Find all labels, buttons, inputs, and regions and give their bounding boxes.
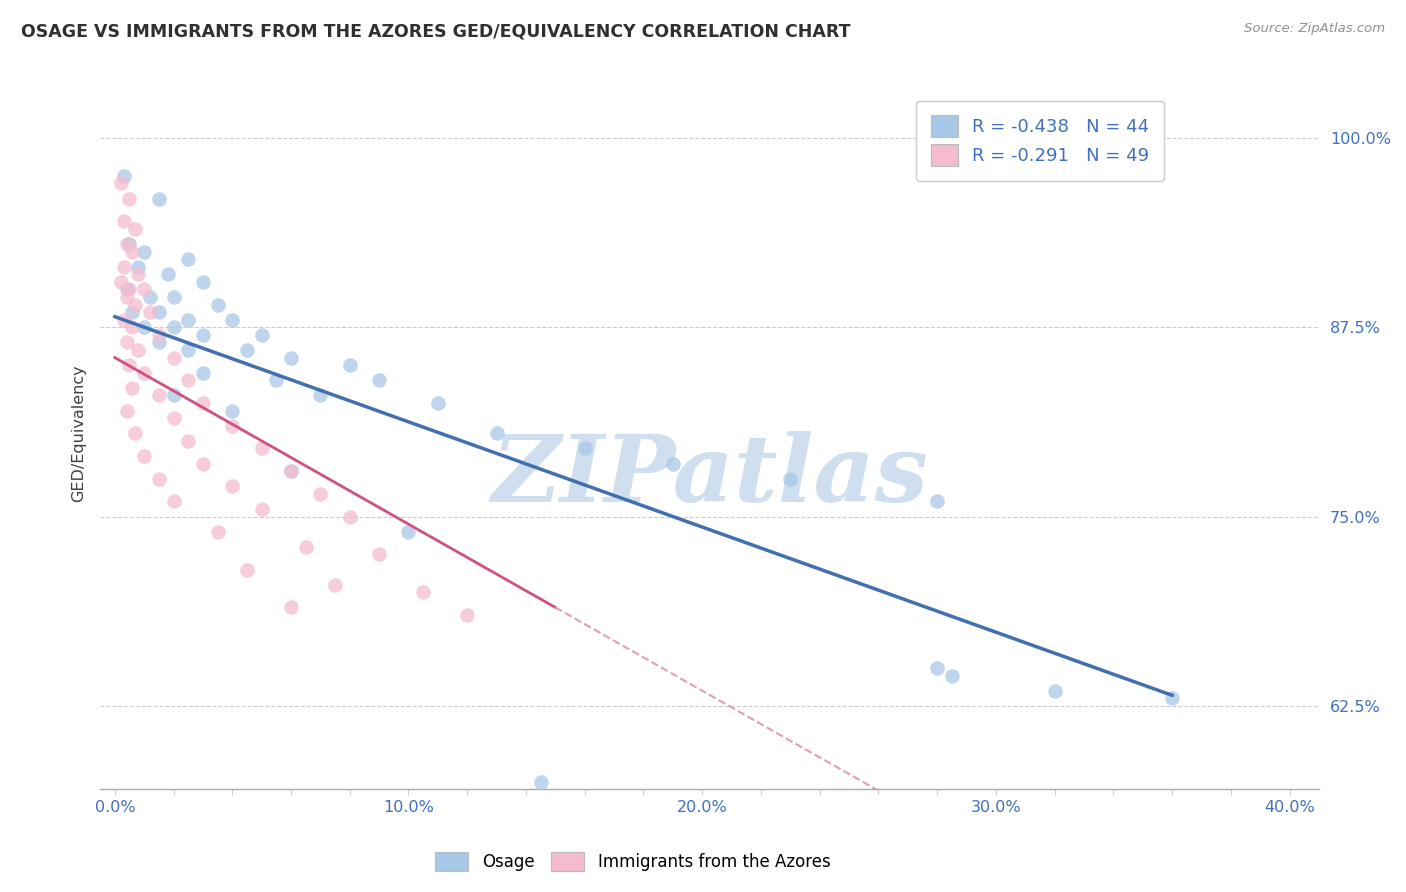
- Point: [177, 343, 200, 357]
- Text: ZIPatlas: ZIPatlas: [491, 431, 928, 521]
- Point: [148, 388, 170, 402]
- Point: [779, 472, 801, 486]
- Point: [266, 373, 288, 387]
- Point: [574, 442, 596, 456]
- Point: [456, 607, 478, 622]
- Point: [309, 388, 332, 402]
- Point: [121, 320, 143, 334]
- Point: [927, 494, 949, 508]
- Point: [148, 472, 170, 486]
- Point: [112, 312, 135, 326]
- Point: [1161, 691, 1184, 706]
- Point: [162, 351, 184, 365]
- Point: [127, 268, 149, 282]
- Point: [148, 192, 170, 206]
- Point: [110, 275, 132, 289]
- Point: [339, 358, 361, 372]
- Point: [530, 774, 553, 789]
- Point: [177, 434, 200, 448]
- Point: [294, 540, 316, 554]
- Point: [221, 418, 243, 433]
- Point: [162, 320, 184, 334]
- Y-axis label: GED/Equivalency: GED/Equivalency: [72, 365, 86, 502]
- Point: [191, 327, 214, 342]
- Point: [280, 464, 302, 478]
- Point: [250, 327, 273, 342]
- Point: [134, 320, 156, 334]
- Point: [368, 548, 391, 562]
- Point: [221, 312, 243, 326]
- Point: [134, 366, 156, 380]
- Point: [236, 343, 259, 357]
- Point: [115, 403, 138, 417]
- Point: [134, 282, 156, 296]
- Point: [426, 396, 449, 410]
- Point: [112, 214, 135, 228]
- Point: [121, 305, 143, 319]
- Point: [127, 343, 149, 357]
- Text: OSAGE VS IMMIGRANTS FROM THE AZORES GED/EQUIVALENCY CORRELATION CHART: OSAGE VS IMMIGRANTS FROM THE AZORES GED/…: [21, 22, 851, 40]
- Point: [177, 373, 200, 387]
- Point: [148, 305, 170, 319]
- Legend: R = -0.438   N = 44, R = -0.291   N = 49: R = -0.438 N = 44, R = -0.291 N = 49: [917, 101, 1164, 181]
- Point: [134, 449, 156, 463]
- Point: [112, 169, 135, 183]
- Point: [309, 487, 332, 501]
- Point: [927, 661, 949, 675]
- Point: [941, 668, 963, 682]
- Point: [191, 275, 214, 289]
- Point: [156, 268, 179, 282]
- Point: [118, 192, 141, 206]
- Point: [162, 290, 184, 304]
- Point: [124, 297, 146, 311]
- Point: [323, 578, 346, 592]
- Point: [162, 494, 184, 508]
- Point: [121, 244, 143, 259]
- Point: [207, 297, 229, 311]
- Point: [115, 282, 138, 296]
- Point: [115, 290, 138, 304]
- Point: [191, 366, 214, 380]
- Text: Source: ZipAtlas.com: Source: ZipAtlas.com: [1244, 22, 1385, 36]
- Point: [280, 600, 302, 615]
- Point: [207, 524, 229, 539]
- Point: [412, 585, 434, 599]
- Point: [280, 464, 302, 478]
- Point: [662, 457, 685, 471]
- Point: [118, 358, 141, 372]
- Point: [148, 327, 170, 342]
- Point: [221, 479, 243, 493]
- Point: [250, 502, 273, 516]
- Point: [280, 351, 302, 365]
- Point: [139, 305, 162, 319]
- Point: [177, 252, 200, 267]
- Point: [368, 373, 391, 387]
- Point: [121, 381, 143, 395]
- Point: [118, 282, 141, 296]
- Point: [110, 177, 132, 191]
- Legend: Osage, Immigrants from the Azores: Osage, Immigrants from the Azores: [426, 843, 839, 880]
- Point: [115, 335, 138, 350]
- Point: [191, 457, 214, 471]
- Point: [134, 244, 156, 259]
- Point: [162, 388, 184, 402]
- Point: [485, 426, 508, 441]
- Point: [177, 312, 200, 326]
- Point: [221, 403, 243, 417]
- Point: [115, 237, 138, 252]
- Point: [236, 563, 259, 577]
- Point: [148, 335, 170, 350]
- Point: [118, 237, 141, 252]
- Point: [124, 426, 146, 441]
- Point: [124, 222, 146, 236]
- Point: [127, 260, 149, 274]
- Point: [139, 290, 162, 304]
- Point: [112, 260, 135, 274]
- Point: [250, 442, 273, 456]
- Point: [339, 509, 361, 524]
- Point: [162, 411, 184, 425]
- Point: [191, 396, 214, 410]
- Point: [398, 524, 420, 539]
- Point: [1043, 683, 1066, 698]
